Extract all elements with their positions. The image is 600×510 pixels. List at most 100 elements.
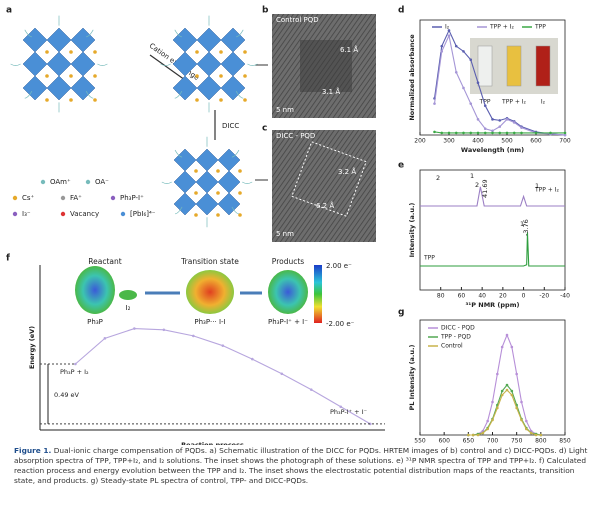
panel-label: d (398, 6, 404, 16)
marker (74, 362, 77, 366)
marker (525, 427, 528, 431)
ligand (174, 149, 183, 158)
ligand (85, 90, 94, 99)
x-tick-label: 200 (414, 138, 426, 145)
legend-label: TPP + I₂ (489, 24, 515, 31)
marker (520, 126, 523, 129)
marker (515, 372, 518, 376)
vial (477, 45, 493, 87)
x-tick-label: 500 (501, 138, 513, 145)
marker (476, 118, 480, 121)
marker (309, 388, 313, 391)
marker (103, 337, 107, 340)
esp-map (119, 290, 137, 300)
cation (219, 50, 223, 54)
color-bar-label: 2.00 e⁻ (326, 262, 352, 270)
marker (515, 406, 518, 410)
series-label: TPP (423, 255, 435, 262)
ligand (86, 29, 94, 38)
annotation: 2 (436, 174, 440, 182)
cation (194, 169, 198, 173)
octahedron (172, 27, 198, 53)
panel-label: a (6, 6, 12, 16)
x-tick-label: 550 (414, 438, 426, 445)
marker (491, 131, 494, 135)
legend-label: TPP (534, 24, 546, 31)
cation (69, 50, 73, 54)
marker (512, 121, 516, 124)
ligand (161, 181, 172, 184)
cation (93, 98, 97, 102)
marker (469, 131, 473, 135)
ligand (174, 206, 183, 215)
marker (512, 131, 516, 135)
inset-title: Reactant (88, 257, 121, 266)
marker (539, 433, 543, 437)
cation (216, 169, 220, 173)
marker (462, 86, 465, 90)
panel-label: c (262, 124, 267, 134)
annotation: -3.76 (522, 219, 530, 236)
octahedron (70, 51, 96, 77)
marker (162, 328, 166, 332)
x-axis-label: ³¹P NMR (ppm) (466, 301, 520, 309)
marker (534, 131, 538, 135)
ligand (231, 206, 240, 215)
marker (368, 422, 372, 426)
legend-label: Ph₃P-I⁺ (120, 194, 144, 202)
tem-title: DICC - PQD (276, 132, 315, 140)
marker (505, 388, 509, 392)
annotation: 41.69 (481, 179, 489, 198)
marker (476, 81, 480, 85)
marker (447, 34, 451, 37)
ligand (174, 90, 183, 99)
marker (486, 427, 489, 431)
marker (483, 127, 487, 131)
marker (510, 393, 514, 397)
ligand (174, 29, 182, 38)
x-tick-label: 20 (499, 293, 507, 300)
legend-symbol (12, 195, 18, 201)
x-tick-label: 0 (522, 293, 526, 300)
vial (535, 45, 551, 87)
marker (529, 431, 533, 435)
octahedron (195, 170, 219, 194)
legend-symbol (60, 211, 66, 217)
esp-map (186, 270, 234, 314)
annotation: 1 (535, 182, 539, 190)
octahedron (217, 148, 241, 172)
x-axis-label: Wavelength (nm) (461, 146, 524, 154)
cation (243, 98, 247, 102)
octahedron (173, 192, 197, 216)
x-tick-label: 700 (487, 438, 499, 445)
marker (447, 131, 451, 135)
marker (520, 418, 523, 422)
marker (563, 131, 567, 135)
series-line (75, 328, 371, 425)
cation (216, 191, 220, 195)
legend-label: I₂ (445, 24, 450, 31)
marker (483, 104, 487, 108)
marker (505, 131, 509, 135)
ligand (231, 149, 240, 158)
marker (505, 333, 509, 337)
x-tick-label: 300 (443, 138, 455, 145)
marker (454, 70, 458, 74)
x-tick-label: 40 (478, 293, 486, 300)
legend-label: Control (441, 343, 463, 350)
x-tick-label: 600 (438, 438, 450, 445)
series-line (434, 131, 565, 134)
series-line (433, 33, 566, 136)
octahedron (220, 51, 246, 77)
legend-label: OAm⁺ (50, 178, 71, 186)
y-axis-label: PL Intensity (a.u.) (408, 344, 416, 410)
cation (69, 98, 73, 102)
cation (195, 50, 199, 54)
molecule-label: Ph₃P-I⁺ + I⁻ (268, 318, 308, 326)
marker (251, 357, 254, 361)
lattice-spacing: 6.2 Å (316, 201, 334, 210)
octahedron (172, 75, 198, 101)
color-bar (314, 265, 322, 323)
tem-outline (291, 141, 367, 217)
series-line (468, 333, 541, 436)
